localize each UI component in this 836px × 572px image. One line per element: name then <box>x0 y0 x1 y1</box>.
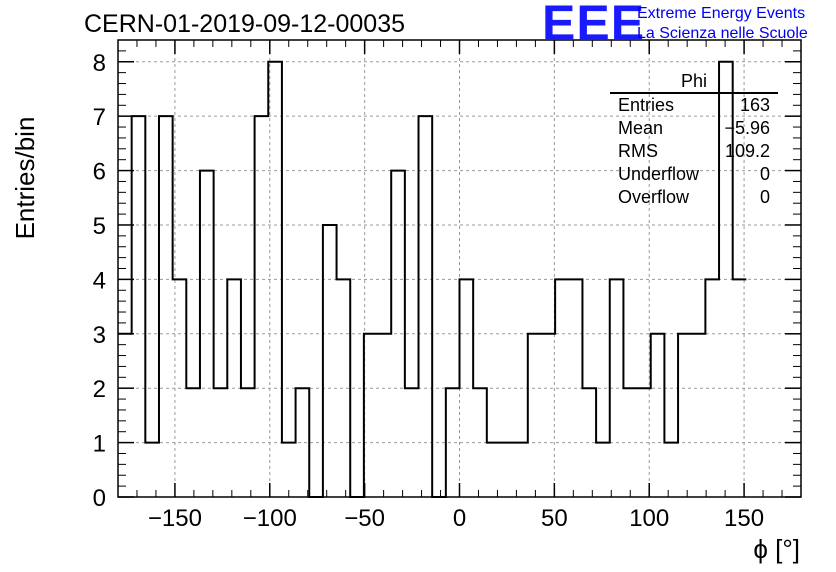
y-axis-label: Entries/bin <box>10 117 40 240</box>
stats-label: Mean <box>618 118 664 138</box>
stats-label: Underflow <box>618 164 700 184</box>
y-tick-label: 8 <box>93 50 106 77</box>
histogram-bin <box>528 334 542 497</box>
histogram-bin <box>419 116 433 497</box>
x-tick-label: −150 <box>148 505 202 532</box>
histogram-bin <box>118 334 132 497</box>
histogram-bin <box>378 334 392 497</box>
histogram-bin <box>255 116 269 497</box>
histogram-bin <box>364 334 378 497</box>
y-tick-label: 1 <box>93 431 106 458</box>
stats-label: RMS <box>618 141 658 161</box>
stats-label: Overflow <box>618 187 690 207</box>
stats-value: −5.96 <box>724 118 770 138</box>
histogram-bin <box>651 334 665 497</box>
histogram-bin <box>159 116 173 497</box>
histogram-bin <box>541 334 555 497</box>
logo-caption: Extreme Energy Events La Scienza nelle S… <box>637 4 808 44</box>
stats-row-overflow: Overflow 0 <box>610 186 778 209</box>
x-tick-label: −100 <box>243 505 297 532</box>
y-tick-label: 2 <box>93 376 106 403</box>
histogram-bin <box>664 443 678 497</box>
y-tick-label: 4 <box>93 267 106 294</box>
histogram-bin <box>678 334 692 497</box>
eee-logo: EEE <box>542 0 646 51</box>
stats-box: Phi Entries 163 Mean −5.96 RMS 109.2 Und… <box>610 70 778 209</box>
stats-label: Entries <box>618 95 675 115</box>
y-tick-label: 7 <box>93 104 106 131</box>
stats-row-entries: Entries 163 <box>610 94 778 117</box>
histogram-line <box>118 60 747 498</box>
histogram-bin <box>145 443 159 497</box>
x-axis-label: ϕ [°] <box>753 534 800 564</box>
x-tick-label: −50 <box>344 505 385 532</box>
logo-caption-line1: Extreme Energy Events <box>637 5 806 22</box>
x-tick-label: 150 <box>724 505 764 532</box>
x-tick-label: 100 <box>629 505 669 532</box>
y-tick-label: 3 <box>93 322 106 349</box>
histogram-series <box>118 60 747 498</box>
histogram-bin <box>132 116 146 497</box>
histogram-bin <box>282 443 296 497</box>
histogram-bin <box>596 443 610 497</box>
stats-value: 163 <box>739 95 770 115</box>
stats-value: 0 <box>759 187 770 207</box>
stats-value: 0 <box>759 164 770 184</box>
y-tick-label: 0 <box>93 485 106 512</box>
logo-caption-line2: La Scienza nelle Scuole <box>637 25 808 42</box>
histogram-bin <box>514 443 528 497</box>
histogram-bin <box>487 443 501 497</box>
y-axis-label-wrap: Entries/bin <box>10 117 40 240</box>
axes: −150 −100 −50 0 50 100 150 0 1 2 3 4 5 6 7 8 <box>93 39 802 532</box>
histogram-bin <box>296 388 310 497</box>
stats-row-underflow: Underflow 0 <box>610 163 778 186</box>
histogram-bin <box>692 334 706 497</box>
histogram-bin <box>446 388 460 497</box>
histogram-bin <box>500 443 514 497</box>
histogram-bin <box>323 225 337 497</box>
stats-row-mean: Mean −5.96 <box>610 117 778 140</box>
stats-row-rms: RMS 109.2 <box>610 140 778 163</box>
y-tick-label: 6 <box>93 159 106 186</box>
chart-title: CERN-01-2019-09-12-00035 <box>84 10 406 38</box>
y-tick-label: 5 <box>93 213 106 240</box>
stats-value: 109.2 <box>724 141 770 161</box>
x-tick-label: 50 <box>541 505 568 532</box>
stats-box-title: Phi <box>610 70 778 94</box>
x-tick-label: 0 <box>453 505 466 532</box>
